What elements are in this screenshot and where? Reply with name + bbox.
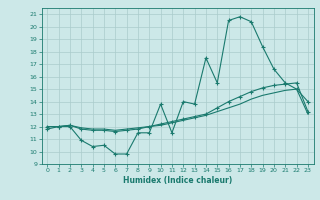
X-axis label: Humidex (Indice chaleur): Humidex (Indice chaleur)	[123, 176, 232, 185]
